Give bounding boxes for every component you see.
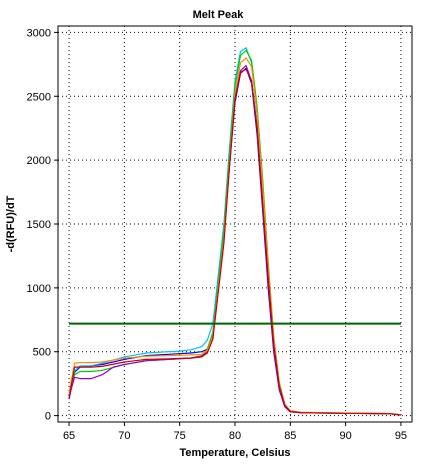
- x-tick-label: 90: [340, 430, 352, 442]
- x-tick-label: 80: [229, 430, 241, 442]
- y-tick-label: 1500: [27, 219, 51, 231]
- y-tick-label: 2500: [27, 91, 51, 103]
- melt-curve-6: [68, 68, 401, 416]
- y-tick-label: 500: [33, 347, 51, 359]
- y-tick-label: 2000: [27, 155, 51, 167]
- y-axis-title: -d(RFU)/dT: [5, 195, 17, 252]
- x-tick-label: 95: [395, 430, 407, 442]
- y-tick-label: 0: [45, 411, 51, 423]
- x-tick-label: 65: [63, 430, 75, 442]
- series-layer: [68, 47, 401, 416]
- x-axis-title: Temperature, Celsius: [179, 447, 290, 459]
- x-tick-label: 75: [174, 430, 186, 442]
- y-tick-labels: 0 500 1000 1500 2000 2500 3000: [27, 27, 58, 423]
- x-tick-label: 70: [118, 430, 130, 442]
- y-tick-label: 3000: [27, 27, 51, 39]
- y-tick-label: 1000: [27, 283, 51, 295]
- chart-title: Melt Peak: [193, 9, 245, 21]
- x-tick-labels: 65 70 75 80 85 90 95: [63, 422, 407, 442]
- x-tick-label: 85: [284, 430, 296, 442]
